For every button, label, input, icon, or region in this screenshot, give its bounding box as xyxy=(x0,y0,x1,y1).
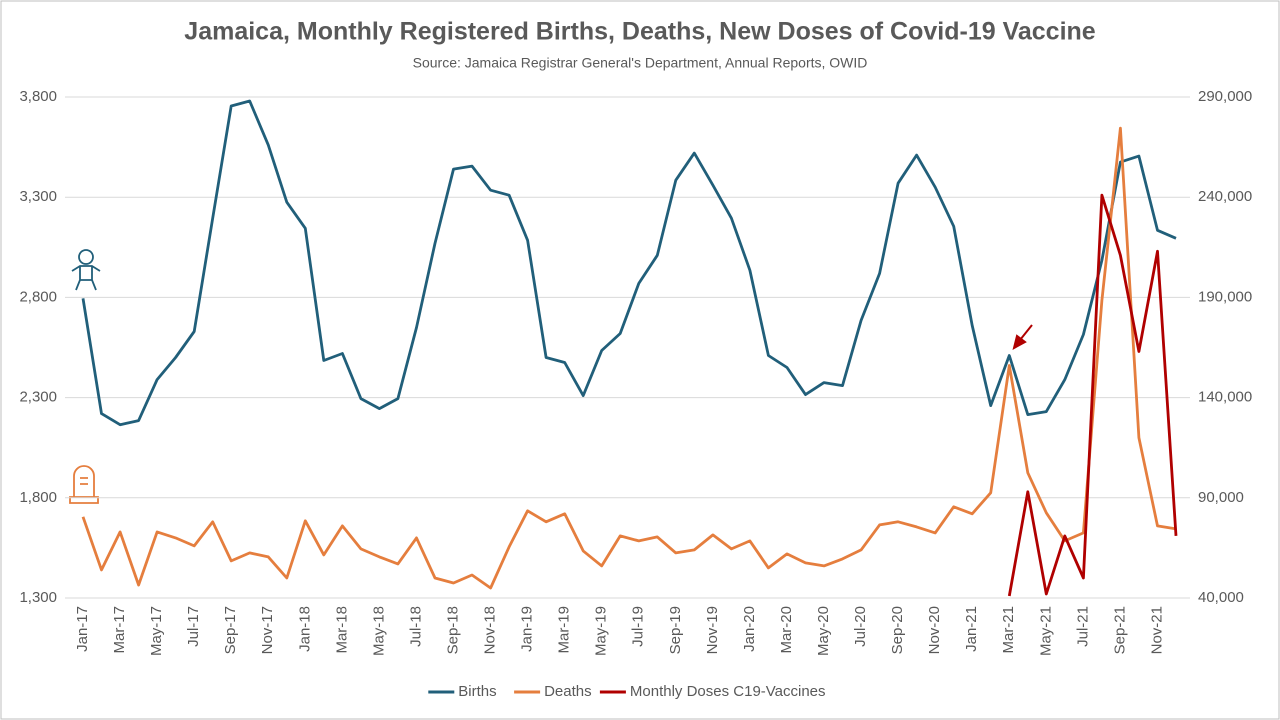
chart-subtitle: Source: Jamaica Registrar General's Depa… xyxy=(413,55,868,71)
legend-label: Births xyxy=(458,683,496,700)
x-tick-label: Jan-20 xyxy=(741,606,758,652)
x-tick-label: Sep-17 xyxy=(222,606,239,654)
y2-tick-label: 140,000 xyxy=(1198,389,1252,406)
x-tick-label: May-20 xyxy=(815,606,832,656)
x-tick-label: Jul-18 xyxy=(407,606,424,647)
tombstone-icon xyxy=(69,465,99,504)
x-tick-label: Nov-17 xyxy=(259,606,276,654)
y-tick-label: 3,300 xyxy=(19,188,57,205)
series-line xyxy=(81,99,1177,427)
x-tick-label: Jul-17 xyxy=(185,606,202,647)
x-tick-label: Nov-20 xyxy=(926,606,943,654)
x-tick-label: Mar-21 xyxy=(1000,606,1017,654)
y-tick-label: 1,300 xyxy=(19,589,57,606)
x-tick-label: Jan-21 xyxy=(963,606,980,652)
baby-icon xyxy=(71,249,101,291)
chart-title: Jamaica, Monthly Registered Births, Deat… xyxy=(184,18,1095,46)
y-tick-label: 2,800 xyxy=(19,288,57,305)
y2-tick-label: 90,000 xyxy=(1198,489,1244,506)
x-tick-label: May-18 xyxy=(370,606,387,656)
x-tick-label: Sep-18 xyxy=(444,606,461,654)
y-tick-label: 3,800 xyxy=(19,88,57,105)
x-tick-label: Jul-19 xyxy=(630,606,647,647)
x-tick-label: Jan-19 xyxy=(519,606,536,652)
x-tick-label: Sep-20 xyxy=(889,606,906,654)
x-tick-label: Mar-18 xyxy=(333,606,350,654)
arrow-annotation xyxy=(1012,324,1033,350)
x-tick-label: Nov-21 xyxy=(1148,606,1165,654)
x-tick-label: Nov-19 xyxy=(704,606,721,654)
x-tick-label: Jan-18 xyxy=(296,606,313,652)
x-tick-label: Jan-17 xyxy=(74,606,91,652)
x-tick-label: May-21 xyxy=(1037,606,1054,656)
series-line xyxy=(1007,193,1178,597)
legend-label: Deaths xyxy=(544,683,592,700)
x-tick-label: Mar-20 xyxy=(778,606,795,654)
y2-tick-label: 40,000 xyxy=(1198,589,1244,606)
x-tick-label: Jul-20 xyxy=(852,606,869,647)
x-tick-label: Sep-19 xyxy=(667,606,684,654)
y2-tick-label: 290,000 xyxy=(1198,88,1252,105)
y-tick-label: 1,800 xyxy=(19,489,57,506)
x-tick-label: Mar-17 xyxy=(111,606,128,654)
x-tick-label: May-17 xyxy=(148,606,165,656)
y-tick-label: 2,300 xyxy=(19,389,57,406)
series-line xyxy=(81,126,1177,590)
x-tick-label: Mar-19 xyxy=(556,606,573,654)
y2-tick-label: 240,000 xyxy=(1198,188,1252,205)
x-tick-label: Sep-21 xyxy=(1111,606,1128,654)
y2-tick-label: 190,000 xyxy=(1198,288,1252,305)
x-tick-label: Nov-18 xyxy=(482,606,499,654)
legend-label: Monthly Doses C19-Vaccines xyxy=(630,683,826,700)
x-tick-label: Jul-21 xyxy=(1074,606,1091,647)
x-tick-label: May-19 xyxy=(593,606,610,656)
